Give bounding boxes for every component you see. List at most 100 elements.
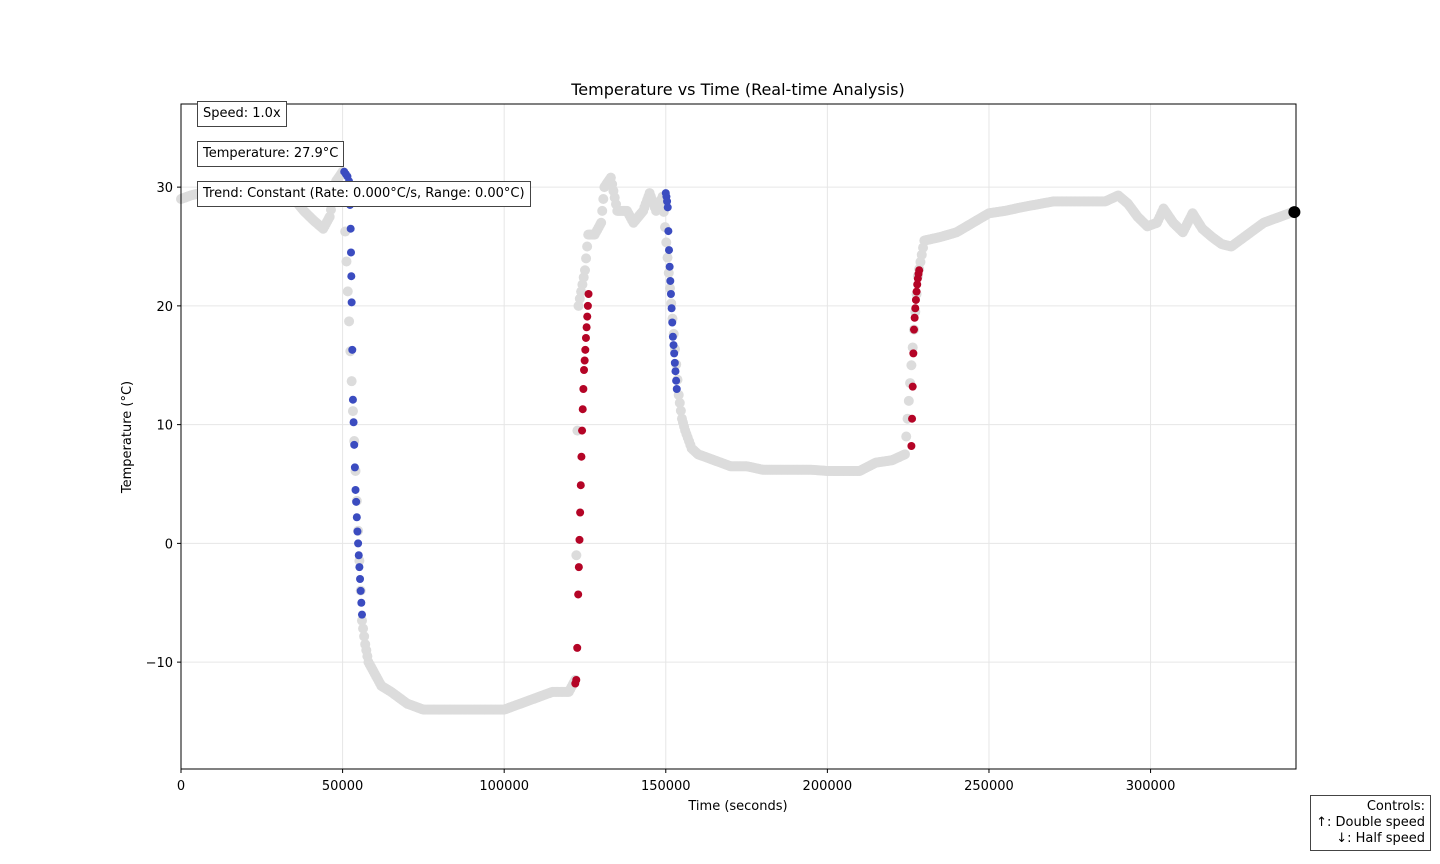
heating-point <box>580 366 589 374</box>
cooling-point <box>664 227 673 236</box>
cooling-point <box>355 563 364 572</box>
history-point <box>571 550 582 561</box>
history-point <box>581 253 592 264</box>
x-tick-label: 300000 <box>1126 779 1176 794</box>
cooling-point <box>347 272 356 281</box>
chart-title: Temperature vs Time (Real-time Analysis) <box>570 80 904 99</box>
heating-point <box>582 323 591 332</box>
cooling-point <box>666 276 675 285</box>
cooling-point <box>352 497 361 506</box>
current-point <box>1288 206 1301 219</box>
cooling-point <box>353 527 362 536</box>
cooling-point <box>352 513 361 522</box>
heating-point <box>574 563 583 572</box>
heating-point <box>576 481 585 490</box>
history-point <box>356 615 367 626</box>
cooling-point <box>668 318 677 327</box>
heating-point <box>574 590 583 599</box>
cooling-point <box>356 586 365 595</box>
y-tick-label: −10 <box>146 656 173 671</box>
heating-point <box>576 508 585 517</box>
cooling-point <box>354 551 363 560</box>
heating-point <box>577 452 586 461</box>
cooling-point <box>663 203 672 212</box>
history-point <box>342 286 353 297</box>
cooling-point <box>670 358 679 367</box>
cooling-point <box>671 367 680 376</box>
cooling-point <box>350 440 359 449</box>
heating-point <box>578 405 587 414</box>
cooling-point <box>665 262 674 271</box>
heating-point <box>908 382 917 391</box>
history-point <box>582 241 593 252</box>
heating-point <box>578 426 587 435</box>
heating-point <box>909 325 918 334</box>
cooling-point <box>349 418 358 427</box>
temperature-info-box: Temperature: 27.9°C <box>197 141 345 167</box>
y-tick-label: 30 <box>156 181 173 196</box>
x-tick-label: 100000 <box>479 779 529 794</box>
history-point <box>903 395 914 406</box>
history-point <box>662 252 673 263</box>
y-axis-label: Temperature (°C) <box>120 381 135 494</box>
cooling-point <box>346 224 355 233</box>
heating-point <box>910 313 919 322</box>
control-up-hint: ↑: Double speed <box>1316 815 1425 830</box>
control-down-hint: ↓: Half speed <box>1336 831 1425 846</box>
x-axis-label: Time (seconds) <box>687 799 787 814</box>
history-point <box>661 237 672 248</box>
heating-point <box>583 301 592 310</box>
x-tick-label: 200000 <box>803 779 853 794</box>
cooling-point <box>669 341 678 350</box>
heating-point <box>581 345 590 354</box>
history-point <box>346 376 357 387</box>
heating-point <box>573 643 582 652</box>
x-tick-label: 150000 <box>641 779 691 794</box>
cooling-point <box>347 298 356 307</box>
heating-point <box>583 312 592 321</box>
speed-info-box: Speed: 1.0x <box>197 101 287 127</box>
cooling-point <box>346 248 355 257</box>
heating-point <box>909 349 918 358</box>
controls-title: Controls: <box>1366 799 1425 814</box>
history-point <box>344 316 355 327</box>
cooling-point <box>666 290 675 298</box>
y-tick-label: 0 <box>165 537 173 552</box>
history-point <box>358 623 369 634</box>
history-point <box>674 397 685 408</box>
controls-legend: Controls: ↑: Double speed ↓: Half speed <box>1310 795 1431 851</box>
y-tick-label: 10 <box>156 419 173 434</box>
heating-point <box>575 535 584 544</box>
heating-point <box>572 675 581 684</box>
cooling-point <box>667 304 676 313</box>
history-point <box>359 631 370 642</box>
heating-point <box>584 290 593 298</box>
history-point <box>598 194 609 204</box>
heating-point <box>579 385 588 393</box>
history-point <box>579 265 590 276</box>
cooling-point <box>356 575 365 583</box>
cooling-point <box>354 539 363 548</box>
heating-point <box>915 266 924 275</box>
cooling-point <box>672 376 681 385</box>
heating-point <box>911 304 920 313</box>
trend-info-box: Trend: Constant (Rate: 0.000°C/s, Range:… <box>197 181 531 207</box>
cooling-point <box>672 385 681 393</box>
history-point <box>899 449 910 460</box>
cooling-point <box>348 395 357 404</box>
heating-point <box>581 333 590 342</box>
plot-area-frame <box>180 103 1297 770</box>
cooling-point <box>670 349 679 358</box>
history-point <box>347 406 358 417</box>
cooling-point <box>663 197 672 206</box>
data-points <box>176 166 1301 715</box>
cooling-point <box>350 463 359 472</box>
cooling-point <box>348 345 357 354</box>
heating-point <box>907 442 916 450</box>
history-point <box>597 205 608 216</box>
heating-point <box>580 356 589 365</box>
y-tick-label: 20 <box>156 300 173 315</box>
x-tick-label: 0 <box>177 779 185 794</box>
cooling-point <box>351 485 360 494</box>
history-point <box>901 431 912 442</box>
